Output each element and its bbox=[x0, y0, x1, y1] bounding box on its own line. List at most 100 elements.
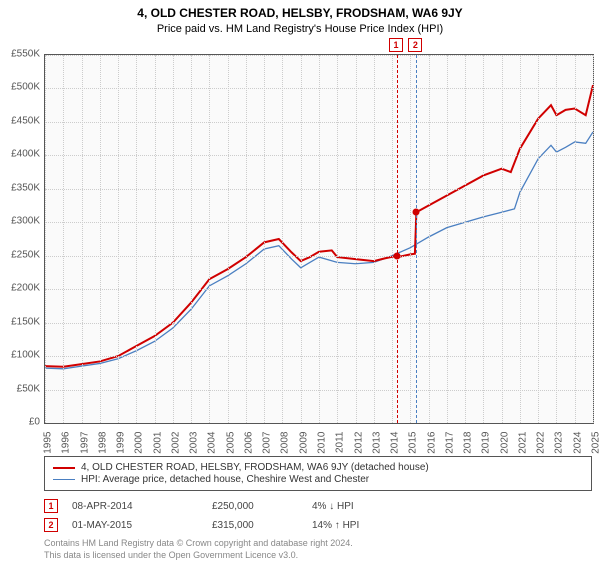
xtick-label: 2008 bbox=[280, 432, 291, 454]
marker-line bbox=[397, 55, 398, 423]
xtick-label: 2005 bbox=[225, 432, 236, 454]
vgrid bbox=[155, 55, 156, 423]
ytick-label: £100K bbox=[4, 350, 40, 361]
xtick-label: 2012 bbox=[353, 432, 364, 454]
legend-swatch-property bbox=[53, 467, 75, 469]
xtick-label: 2002 bbox=[170, 432, 181, 454]
legend: 4, OLD CHESTER ROAD, HELSBY, FRODSHAM, W… bbox=[44, 456, 592, 491]
xtick-label: 2019 bbox=[481, 432, 492, 454]
xtick-label: 2020 bbox=[499, 432, 510, 454]
vgrid bbox=[410, 55, 411, 423]
xtick-label: 1997 bbox=[79, 432, 90, 454]
xtick-label: 2014 bbox=[390, 432, 401, 454]
legend-swatch-hpi bbox=[53, 479, 75, 480]
vgrid bbox=[337, 55, 338, 423]
chart-title: 4, OLD CHESTER ROAD, HELSBY, FRODSHAM, W… bbox=[0, 6, 600, 20]
vgrid bbox=[191, 55, 192, 423]
vgrid bbox=[447, 55, 448, 423]
vgrid bbox=[392, 55, 393, 423]
vgrid bbox=[374, 55, 375, 423]
xtick-label: 2007 bbox=[262, 432, 273, 454]
vgrid bbox=[282, 55, 283, 423]
legend-label-hpi: HPI: Average price, detached house, Ches… bbox=[81, 474, 369, 485]
xtick-label: 2010 bbox=[317, 432, 328, 454]
vgrid bbox=[465, 55, 466, 423]
ytick-label: £150K bbox=[4, 316, 40, 327]
vgrid bbox=[556, 55, 557, 423]
marker-badge: 1 bbox=[389, 38, 403, 52]
ytick-label: £550K bbox=[4, 49, 40, 60]
vgrid bbox=[356, 55, 357, 423]
xtick-label: 2018 bbox=[463, 432, 474, 454]
xtick-label: 2003 bbox=[189, 432, 200, 454]
vgrid bbox=[45, 55, 46, 423]
vgrid bbox=[100, 55, 101, 423]
vgrid bbox=[264, 55, 265, 423]
transaction-row-2: 2 01-MAY-2015 £315,000 14% ↑ HPI bbox=[44, 518, 592, 532]
xtick-label: 1999 bbox=[116, 432, 127, 454]
xtick-label: 2000 bbox=[134, 432, 145, 454]
vgrid bbox=[209, 55, 210, 423]
vgrid bbox=[593, 55, 594, 423]
ytick-label: £200K bbox=[4, 283, 40, 294]
xtick-label: 2015 bbox=[408, 432, 419, 454]
transaction-price-1: £250,000 bbox=[212, 501, 312, 512]
transaction-date-2: 01-MAY-2015 bbox=[72, 520, 212, 531]
transaction-date-1: 08-APR-2014 bbox=[72, 501, 212, 512]
transaction-badge-2: 2 bbox=[44, 518, 58, 532]
vgrid bbox=[63, 55, 64, 423]
xtick-label: 2011 bbox=[335, 432, 346, 454]
ytick-label: £500K bbox=[4, 82, 40, 93]
xtick-label: 2006 bbox=[243, 432, 254, 454]
vgrid bbox=[520, 55, 521, 423]
legend-row-property: 4, OLD CHESTER ROAD, HELSBY, FRODSHAM, W… bbox=[53, 462, 583, 473]
xtick-label: 1998 bbox=[97, 432, 108, 454]
xtick-label: 2023 bbox=[554, 432, 565, 454]
vgrid bbox=[246, 55, 247, 423]
transaction-row-1: 1 08-APR-2014 £250,000 4% ↓ HPI bbox=[44, 499, 592, 513]
xtick-label: 1995 bbox=[43, 432, 54, 454]
vgrid bbox=[429, 55, 430, 423]
chart-plot-area bbox=[44, 54, 594, 424]
xtick-label: 2025 bbox=[591, 432, 600, 454]
transaction-price-2: £315,000 bbox=[212, 520, 312, 531]
xtick-label: 2022 bbox=[536, 432, 547, 454]
legend-label-property: 4, OLD CHESTER ROAD, HELSBY, FRODSHAM, W… bbox=[81, 462, 429, 473]
xtick-label: 2013 bbox=[371, 432, 382, 454]
footer-line1: Contains HM Land Registry data © Crown c… bbox=[44, 538, 353, 550]
legend-row-hpi: HPI: Average price, detached house, Ches… bbox=[53, 474, 583, 485]
ytick-label: £250K bbox=[4, 249, 40, 260]
transaction-hpi-2: 14% ↑ HPI bbox=[312, 520, 432, 531]
xtick-label: 2009 bbox=[298, 432, 309, 454]
marker-dot bbox=[413, 209, 420, 216]
xtick-label: 2021 bbox=[517, 432, 528, 454]
marker-dot bbox=[393, 252, 400, 259]
ytick-label: £400K bbox=[4, 149, 40, 160]
xtick-label: 1996 bbox=[61, 432, 72, 454]
xtick-label: 2017 bbox=[444, 432, 455, 454]
vgrid bbox=[228, 55, 229, 423]
ytick-label: £300K bbox=[4, 216, 40, 227]
ytick-label: £350K bbox=[4, 182, 40, 193]
vgrid bbox=[502, 55, 503, 423]
xtick-label: 2016 bbox=[426, 432, 437, 454]
xtick-label: 2004 bbox=[207, 432, 218, 454]
transaction-badge-1: 1 bbox=[44, 499, 58, 513]
vgrid bbox=[483, 55, 484, 423]
ytick-label: £450K bbox=[4, 115, 40, 126]
vgrid bbox=[136, 55, 137, 423]
vgrid bbox=[118, 55, 119, 423]
vgrid bbox=[538, 55, 539, 423]
ytick-label: £50K bbox=[4, 383, 40, 394]
vgrid bbox=[301, 55, 302, 423]
vgrid bbox=[173, 55, 174, 423]
vgrid bbox=[575, 55, 576, 423]
xtick-label: 2024 bbox=[572, 432, 583, 454]
marker-line bbox=[416, 55, 417, 423]
xtick-label: 2001 bbox=[152, 432, 163, 454]
marker-badge: 2 bbox=[408, 38, 422, 52]
chart-subtitle: Price paid vs. HM Land Registry's House … bbox=[0, 23, 600, 35]
ytick-label: £0 bbox=[4, 417, 40, 428]
transaction-hpi-1: 4% ↓ HPI bbox=[312, 501, 432, 512]
vgrid bbox=[82, 55, 83, 423]
